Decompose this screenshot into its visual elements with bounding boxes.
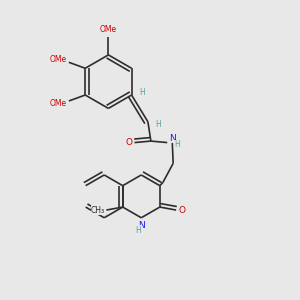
Text: H: H [155, 120, 161, 129]
Text: N: N [138, 221, 145, 230]
Text: OMe: OMe [50, 55, 67, 64]
Text: OMe: OMe [100, 25, 117, 34]
Text: CH₃: CH₃ [91, 206, 105, 214]
Text: O: O [125, 138, 132, 147]
Text: H: H [175, 140, 181, 149]
Text: N: N [169, 134, 175, 142]
Text: H: H [139, 88, 145, 97]
Text: H: H [135, 226, 141, 235]
Text: O: O [178, 206, 186, 214]
Text: OMe: OMe [50, 99, 67, 108]
